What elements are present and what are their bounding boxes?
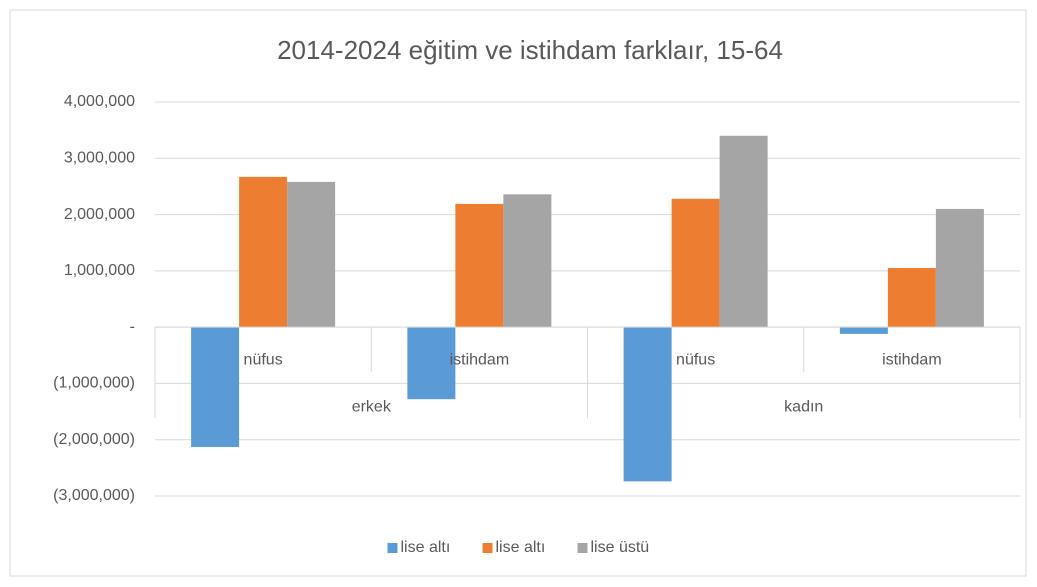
bar — [839, 327, 888, 334]
bar — [503, 194, 552, 328]
legend-swatch — [577, 543, 588, 553]
y-tick-label: (2,000,000) — [53, 431, 135, 448]
x-tick-label: istihdam — [882, 351, 942, 368]
chart-title: 2014-2024 eğitim ve istihdam farklaır, 1… — [277, 35, 783, 65]
bar — [239, 176, 288, 328]
bar — [287, 181, 336, 328]
legend-label: lise altı — [401, 539, 451, 556]
y-tick-label: 1,000,000 — [64, 262, 135, 279]
bar — [935, 208, 984, 328]
x-tick-label: nüfus — [676, 351, 715, 368]
y-tick-label: (3,000,000) — [53, 487, 135, 504]
y-tick-label: (1,000,000) — [53, 375, 135, 392]
legend-label: lise altı — [496, 539, 546, 556]
bar — [671, 198, 720, 328]
group-label: kadın — [784, 398, 823, 415]
legend-label: lise üstü — [591, 539, 650, 556]
legend-swatch — [387, 543, 398, 553]
x-tick-label: istihdam — [450, 351, 510, 368]
y-tick-label: - — [130, 318, 135, 335]
bar — [719, 135, 768, 328]
x-tick-label: nüfus — [244, 351, 283, 368]
legend-swatch — [482, 543, 493, 553]
bar — [455, 203, 504, 328]
y-tick-label: 4,000,000 — [64, 93, 135, 110]
bar — [407, 327, 456, 400]
bar — [623, 327, 672, 482]
y-tick-label: 3,000,000 — [64, 150, 135, 167]
y-tick-label: 2,000,000 — [64, 206, 135, 223]
bar — [887, 268, 936, 328]
group-label: erkek — [352, 398, 392, 415]
bar — [191, 327, 240, 448]
